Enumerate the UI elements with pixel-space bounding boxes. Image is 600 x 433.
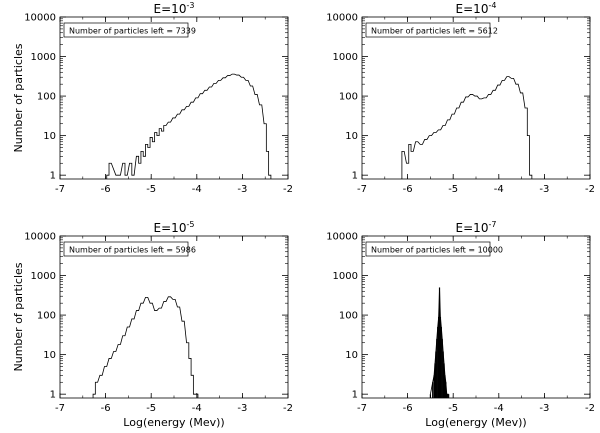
series-line: [92, 296, 199, 398]
x-tick-label: -2: [585, 403, 595, 414]
panel-title: E=10-7: [456, 220, 497, 235]
legend-text: Number of particles left = 5612: [371, 27, 498, 36]
x-tick-label: -3: [237, 184, 247, 195]
y-tick-label: 10: [43, 131, 56, 142]
y-tick-label: 10: [345, 350, 358, 361]
legend: Number of particles left = 7339: [63, 22, 196, 38]
plot-frame: [59, 16, 289, 180]
x-tick-label: -6: [403, 184, 413, 195]
x-tick-label: -5: [146, 403, 156, 414]
series-line: [106, 73, 272, 179]
y-tick-label: 1000: [333, 52, 358, 63]
panel-title-exponent: -5: [186, 220, 194, 229]
panel-title-exponent: -4: [488, 1, 496, 10]
plot-frame: [361, 16, 591, 180]
series-spikes: [429, 287, 450, 398]
series-line: [430, 287, 449, 395]
x-axis-label: Log(energy (Mev)): [425, 416, 526, 429]
x-tick-label: -5: [448, 403, 458, 414]
y-tick-label: 100: [339, 92, 358, 103]
panel-title-base: E=10: [456, 2, 489, 16]
x-tick-label: -7: [55, 403, 65, 414]
x-tick-label: -3: [539, 403, 549, 414]
legend-box: [365, 22, 491, 38]
y-tick-label: 100: [339, 311, 358, 322]
x-tick-label: -3: [237, 403, 247, 414]
x-tick-label: -7: [55, 184, 65, 195]
legend: Number of particles left = 10000: [365, 241, 503, 257]
y-tick-label: 100: [37, 311, 56, 322]
y-tick-label: 1: [352, 390, 358, 401]
panel-1: E=10-3-7 -6 -5 -4 -3 -2110100100010000Number …: [12, 1, 293, 195]
panel-3: E=10-5-7 -6 -5 -4 -3 -2110100100010000Number …: [12, 220, 293, 429]
panel-title-base: E=10: [154, 221, 187, 235]
panel-title-base: E=10: [154, 2, 187, 16]
x-tick-label: -6: [403, 403, 413, 414]
x-tick-label: -4: [494, 184, 504, 195]
series-line: [401, 76, 533, 179]
panel-4: E=10-7-7 -6 -5 -4 -3 -2110100100010000Log(ene…: [326, 220, 595, 429]
x-tick-label: -2: [283, 403, 293, 414]
panel-title: E=10-4: [456, 1, 497, 16]
panel-title: E=10-5: [154, 220, 195, 235]
panel-2: E=10-4-7 -6 -5 -4 -3 -2110100100010000Number …: [326, 1, 595, 195]
x-tick-label: -4: [192, 184, 202, 195]
y-tick-label: 10000: [326, 13, 358, 24]
plot-frame: [59, 235, 289, 399]
x-tick-label: -3: [539, 184, 549, 195]
panel-title-exponent: -7: [488, 220, 496, 229]
x-tick-label: -6: [101, 403, 111, 414]
legend-box: [63, 241, 189, 257]
y-axis-label: Number of particles: [12, 262, 25, 371]
y-tick-label: 10: [345, 131, 358, 142]
legend-box: [365, 241, 491, 257]
x-tick-label: -4: [494, 403, 504, 414]
x-tick-label: -7: [357, 403, 367, 414]
x-tick-label: -2: [585, 184, 595, 195]
legend-text: Number of particles left = 10000: [371, 246, 503, 255]
y-tick-label: 1000: [333, 271, 358, 282]
legend-text: Number of particles left = 5986: [69, 246, 196, 255]
x-tick-label: -5: [448, 184, 458, 195]
y-tick-label: 10: [43, 350, 56, 361]
plot-frame: [361, 235, 591, 399]
x-tick-label: -2: [283, 184, 293, 195]
y-tick-label: 1000: [31, 52, 56, 63]
y-tick-label: 100: [37, 92, 56, 103]
y-tick-label: 10000: [24, 232, 56, 243]
y-tick-label: 10000: [24, 13, 56, 24]
y-tick-label: 1: [50, 171, 56, 182]
y-axis-label: Number of particles: [12, 43, 25, 152]
x-tick-label: -4: [192, 403, 202, 414]
x-tick-label: -7: [357, 184, 367, 195]
y-tick-label: 10000: [326, 232, 358, 243]
legend: Number of particles left = 5986: [63, 241, 196, 257]
y-tick-label: 1000: [31, 271, 56, 282]
panel-title-exponent: -3: [186, 1, 194, 10]
panel-title: E=10-3: [154, 1, 195, 16]
panel-title-base: E=10: [456, 221, 489, 235]
x-tick-label: -5: [146, 184, 156, 195]
legend: Number of particles left = 5612: [365, 22, 498, 38]
y-tick-label: 1: [50, 390, 56, 401]
y-tick-label: 1: [352, 171, 358, 182]
x-axis-label: Log(energy (Mev)): [123, 416, 224, 429]
legend-box: [63, 22, 189, 38]
x-tick-label: -6: [101, 184, 111, 195]
legend-text: Number of particles left = 7339: [69, 27, 196, 36]
